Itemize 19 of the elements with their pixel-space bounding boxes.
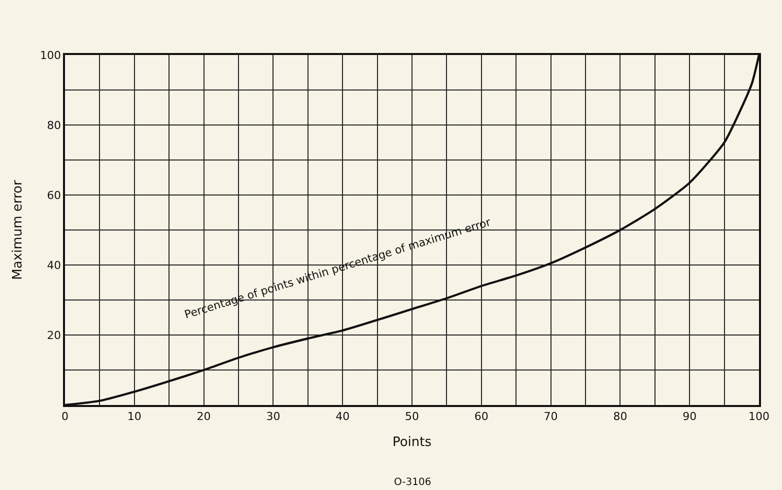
x-tick-label: 10: [127, 410, 142, 423]
x-tick-label: 90: [682, 410, 697, 423]
x-tick-label: 80: [613, 410, 628, 423]
y-tick-label: 40: [47, 258, 62, 272]
x-axis-title: Points: [392, 435, 432, 450]
text: O-3106: [394, 477, 432, 488]
x-tick-label: 60: [474, 410, 488, 423]
x-tick-label: 50: [405, 410, 419, 423]
y-tick-label: 80: [47, 118, 62, 132]
y-tick-label: 100: [40, 48, 62, 62]
x-tick-label: 70: [544, 410, 558, 423]
y-tick-label: 60: [47, 188, 62, 202]
y-axis-title: Maximum error: [10, 180, 26, 280]
x-tick-label: 20: [196, 410, 211, 423]
x-tick-label: 100: [748, 410, 770, 423]
y-tick-label: 20: [47, 328, 62, 342]
x-tick-label: 40: [336, 410, 350, 423]
x-tick-label: 0: [62, 410, 68, 423]
x-tick-label: 30: [266, 410, 280, 423]
